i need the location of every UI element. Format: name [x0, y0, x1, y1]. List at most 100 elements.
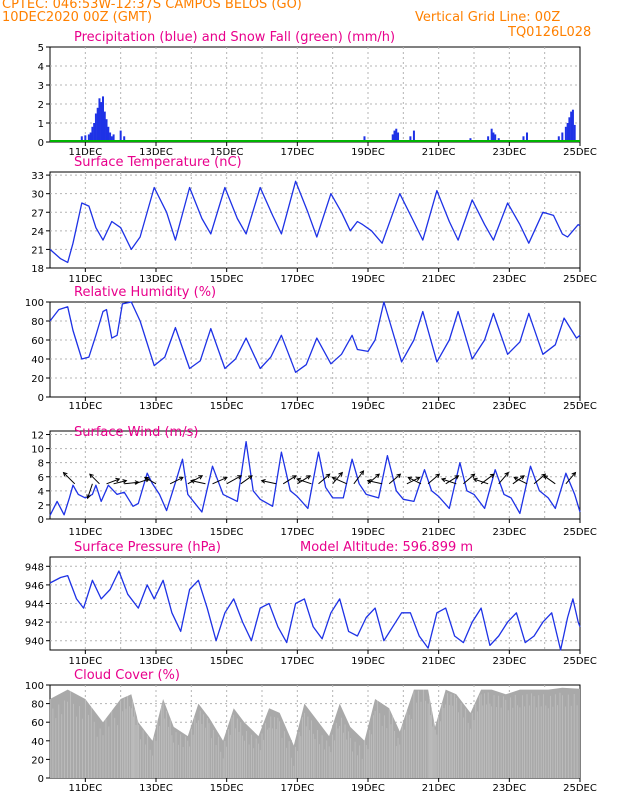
y-tick-label: 8 [38, 459, 44, 470]
x-tick-label: 17DEC [280, 401, 314, 412]
wind-arrow-shaft [187, 475, 203, 485]
panel-6: 11DEC 13DEC 15DEC 17DEC 19DEC 21DEC 23DEC 25DEC… [25, 668, 597, 794]
wind-arrow-head [86, 494, 91, 500]
precipitation-bar [557, 136, 560, 142]
y-tick-label: 33 [31, 171, 44, 182]
x-tick-label: 23DEC [492, 147, 526, 158]
wind-arrow-shaft [212, 476, 228, 485]
y-tick-label: 1 [38, 119, 44, 130]
panel-title: Surface Wind (m/s) [74, 425, 198, 440]
x-tick-label: 19DEC [351, 783, 385, 794]
wind-arrow-shaft [513, 476, 528, 485]
wind-arrow-head [543, 475, 549, 480]
wind-arrow-shaft [473, 478, 489, 485]
wind-arrow-shaft [367, 480, 383, 485]
x-tick-label: 25DEC [563, 401, 597, 412]
y-tick-label: 4 [38, 487, 44, 498]
x-tick-label: 15DEC [210, 527, 244, 538]
x-tick-label: 19DEC [351, 147, 385, 158]
precipitation-bar [526, 132, 528, 142]
wind-arrow-shaft [169, 476, 184, 485]
y-tick-label: 5 [38, 43, 44, 54]
wind-arrow-head [143, 476, 149, 482]
precipitation-bar [103, 111, 106, 142]
header-station: CPTEC: 046:53W-12:37S CAMPOS BELOS (GO) [2, 0, 302, 12]
x-tick-label: 13DEC [139, 147, 173, 158]
panel-3: 11DEC 13DEC 15DEC 17DEC 19DEC 21DEC 23DEC 25DEC… [25, 285, 597, 412]
wind-arrow-head [338, 471, 343, 477]
cloud-cover-area [50, 687, 580, 778]
y-tick-label: 3 [38, 81, 44, 92]
precipitation-bar [494, 134, 497, 142]
precipitation-bar [395, 128, 398, 142]
precipitation-bar [487, 136, 490, 142]
x-tick-label: 23DEC [492, 274, 526, 285]
y-tick-label: 20 [31, 755, 44, 766]
panel-2: 11DEC 13DEC 15DEC 17DEC 19DEC 21DEC 23DEC 25DEC… [31, 155, 597, 285]
y-tick-label: 0 [38, 774, 44, 785]
wind-arrow-shaft [353, 470, 364, 485]
header-run-time: 10DEC2020 00Z (GMT) [2, 10, 153, 25]
panel-title: Surface Pressure (hPa) [74, 540, 221, 555]
precipitation-bar [571, 109, 574, 142]
precipitation-bar [397, 132, 400, 142]
precipitation-bar [119, 130, 122, 142]
x-tick-label: 17DEC [280, 274, 314, 285]
x-tick-label: 13DEC [139, 401, 173, 412]
wind-arrow-shaft [240, 475, 253, 485]
wind-arrow-shaft [332, 472, 343, 485]
precipitation-bar [573, 124, 576, 142]
x-tick-label: 21DEC [422, 401, 456, 412]
precipitation-bar [492, 132, 495, 142]
x-tick-label: 17DEC [280, 656, 314, 667]
wind-arrow-head [291, 475, 297, 480]
precipitation-bar [112, 134, 115, 142]
y-tick-label: 0 [38, 393, 44, 404]
wind-arrow-head [115, 477, 121, 483]
panel-1: 11DEC 13DEC 15DEC 17DEC 19DEC 21DEC 23DEC 25DEC… [38, 30, 597, 158]
wind-arrow-shaft [427, 473, 440, 485]
wind-arrow-shaft [388, 473, 401, 485]
x-tick-label: 11DEC [68, 147, 102, 158]
y-tick-label: 6 [38, 473, 44, 484]
panel-title: Cloud Cover (%) [74, 668, 180, 683]
x-tick-label: 23DEC [492, 401, 526, 412]
y-tick-label: 2 [38, 100, 44, 111]
x-tick-label: 21DEC [422, 656, 456, 667]
x-tick-label: 17DEC [280, 783, 314, 794]
wind-arrow-head [331, 476, 337, 481]
panel-frame [49, 46, 581, 143]
precipitation-bar [570, 111, 573, 142]
y-tick-label: 40 [31, 355, 44, 366]
panel-title: Relative Humidity (%) [74, 285, 216, 300]
x-tick-label: 15DEC [210, 147, 244, 158]
wind-arrow-head [472, 477, 478, 483]
wind-arrow-head [296, 477, 302, 483]
wind-arrow-head [359, 470, 365, 476]
y-tick-label: 12 [31, 431, 44, 442]
panel-frame [49, 301, 581, 398]
wind-arrow-head [440, 477, 446, 483]
precipitation-bar [412, 130, 415, 142]
wind-arrow-head [306, 475, 311, 480]
wind-arrow-head [513, 476, 519, 481]
precipitation-bar [123, 136, 126, 142]
wind-arrow-shaft [226, 475, 242, 485]
x-tick-label: 11DEC [68, 656, 102, 667]
precipitation-bar [91, 126, 94, 142]
series-line-relative-humidity [49, 301, 581, 373]
panel-frame [49, 171, 581, 269]
y-tick-label: 80 [31, 700, 44, 711]
precipitation-bar [102, 96, 104, 142]
y-tick-label: 40 [31, 737, 44, 748]
precipitation-bar [100, 102, 103, 142]
panel-title: Surface Temperature (nC) [74, 155, 242, 170]
y-tick-label: 20 [31, 374, 44, 385]
precipitation-bar [564, 126, 567, 142]
wind-arrow-head [571, 471, 577, 477]
precipitation-bar [96, 107, 99, 142]
x-tick-label: 19DEC [351, 527, 385, 538]
precipitation-bar [89, 132, 92, 142]
y-tick-label: 0 [38, 138, 44, 149]
